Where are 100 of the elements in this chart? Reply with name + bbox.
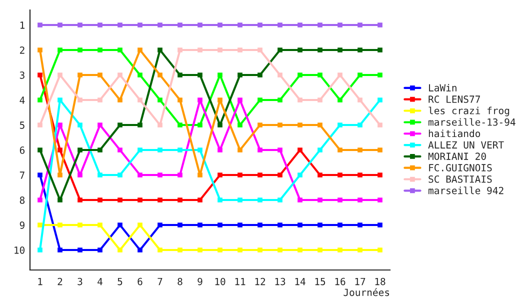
point [138, 248, 142, 252]
point [378, 98, 382, 102]
point [118, 98, 122, 102]
point [158, 198, 162, 202]
legend-label: FC.GUIGNOIS [429, 164, 492, 172]
point [358, 248, 362, 252]
point [238, 72, 242, 78]
point [98, 22, 102, 28]
point [178, 248, 182, 252]
point [198, 122, 202, 128]
point [138, 122, 142, 128]
point [158, 122, 162, 128]
point [298, 148, 302, 152]
point [378, 172, 382, 178]
point [258, 198, 262, 202]
point [138, 48, 142, 52]
point [98, 222, 102, 228]
point [198, 222, 202, 228]
point [98, 172, 102, 178]
point [338, 98, 342, 102]
x-tick-label: 18 [375, 278, 386, 286]
point [298, 198, 302, 202]
point [58, 48, 62, 52]
x-tick-label: 17 [355, 278, 366, 286]
point [158, 172, 162, 178]
x-tick-label: 12 [255, 278, 266, 286]
point [78, 48, 82, 52]
legend-label: ALLEZ UN VERT [428, 141, 504, 149]
point [318, 222, 322, 228]
point [338, 172, 342, 178]
point [118, 222, 122, 228]
point [78, 198, 82, 202]
point [198, 98, 202, 102]
point [378, 248, 382, 252]
point [238, 148, 242, 152]
point [358, 48, 362, 52]
point [378, 48, 382, 52]
point [238, 222, 242, 228]
point [118, 122, 122, 128]
point [138, 98, 142, 102]
point [358, 148, 362, 152]
y-tick-label: 2 [20, 46, 24, 54]
x-tick-label: 9 [198, 278, 202, 286]
point [158, 22, 162, 28]
point [318, 72, 322, 78]
legend-label: SC BASTIAIS [428, 175, 492, 183]
point [38, 48, 42, 52]
point [318, 248, 322, 252]
point [278, 248, 282, 252]
point [158, 248, 162, 252]
point [58, 222, 62, 228]
y-tick-label: 10 [14, 246, 25, 254]
point [378, 198, 382, 202]
point [238, 172, 242, 178]
point [78, 98, 82, 102]
point [38, 222, 42, 228]
point [38, 248, 42, 252]
point [218, 148, 222, 152]
x-tick-label: 14 [295, 278, 306, 286]
point [278, 172, 282, 178]
point [98, 72, 102, 78]
point [258, 98, 262, 102]
y-tick-label: 4 [20, 96, 25, 104]
x-tick-label: 3 [78, 278, 82, 286]
x-tick-label: 4 [98, 278, 102, 286]
point [138, 198, 142, 202]
point [358, 222, 362, 228]
point [238, 248, 242, 252]
x-tick-label: 5 [118, 278, 122, 286]
point [258, 248, 262, 252]
point [38, 98, 42, 102]
point [138, 148, 142, 152]
point [118, 172, 122, 178]
point [298, 48, 302, 52]
point [258, 172, 262, 178]
point [198, 172, 202, 178]
point [358, 72, 362, 78]
point [178, 148, 182, 152]
point [158, 48, 162, 52]
point [38, 72, 42, 78]
y-tick-label: 7 [20, 172, 24, 179]
point [218, 248, 222, 252]
point [138, 172, 142, 178]
y-tick-label: 5 [20, 122, 24, 129]
point [118, 148, 122, 152]
point [278, 72, 282, 78]
point [158, 72, 162, 78]
point [198, 248, 202, 252]
point [318, 98, 322, 102]
point [298, 22, 302, 28]
point [318, 122, 322, 128]
point [318, 48, 322, 52]
point [78, 248, 82, 252]
point [258, 148, 262, 152]
x-tick-label: 10 [215, 278, 226, 286]
point [158, 222, 162, 228]
point [318, 22, 322, 28]
y-tick-label: 6 [20, 146, 25, 154]
legend-label: les crazi frog [428, 106, 510, 116]
point [178, 72, 182, 78]
